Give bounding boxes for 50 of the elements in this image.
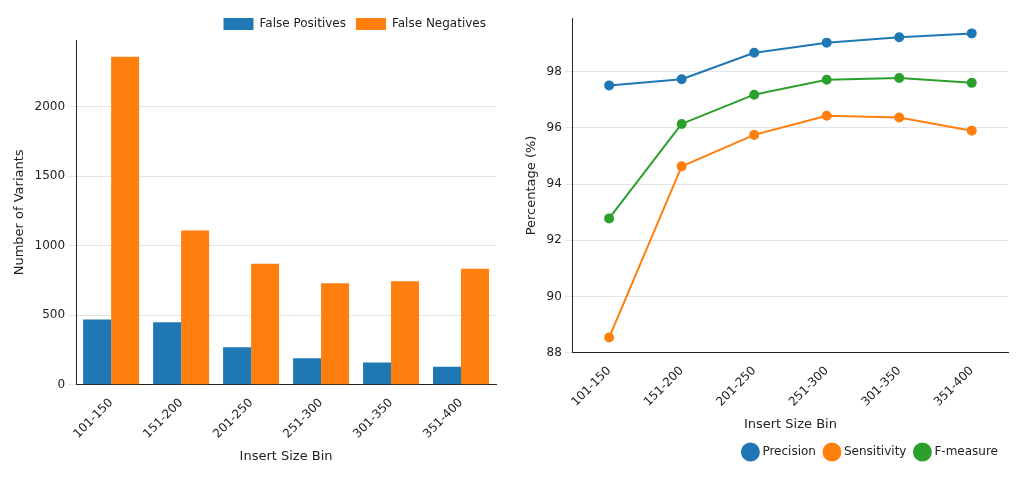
point	[676, 118, 687, 129]
point	[676, 74, 687, 85]
bar	[181, 230, 210, 385]
bar	[111, 56, 140, 385]
point	[749, 89, 760, 100]
y-tick-label: 96	[546, 119, 562, 134]
y-tick-label: 1500	[34, 168, 66, 183]
y-tick-label: 1000	[34, 237, 66, 252]
legend-label: Precision	[762, 444, 816, 459]
point	[894, 112, 905, 123]
bar	[293, 358, 322, 385]
point	[676, 161, 687, 172]
point	[966, 77, 977, 88]
y-tick-label: 500	[42, 307, 66, 322]
point	[894, 32, 905, 43]
point	[749, 129, 760, 140]
y-tick-label: 0	[57, 376, 66, 391]
bar	[363, 362, 392, 385]
point	[894, 73, 905, 84]
legend-label: F-measure	[934, 444, 999, 459]
point	[604, 332, 615, 343]
bar	[391, 281, 420, 385]
bar	[153, 322, 182, 385]
x-axis-title: Insert Size Bin	[239, 447, 333, 463]
y-tick-label: 88	[546, 344, 562, 359]
y-tick-label: 2000	[34, 98, 66, 113]
bar	[251, 263, 280, 385]
y-tick-label: 94	[546, 176, 562, 191]
bar	[321, 283, 350, 385]
point	[821, 74, 832, 85]
legend-label: Sensitivity	[843, 444, 907, 459]
bar	[433, 366, 462, 385]
y-tick-label: 98	[546, 63, 562, 78]
point	[966, 125, 977, 136]
point	[604, 80, 615, 91]
x-axis-title: Insert Size Bin	[743, 415, 837, 431]
point	[821, 37, 832, 48]
y-axis-title: Number of Variants	[11, 149, 27, 276]
y-tick-label: 92	[546, 232, 562, 247]
point	[821, 110, 832, 121]
legend-label: False Positives	[259, 16, 346, 31]
point	[604, 213, 615, 224]
point	[966, 28, 977, 39]
point	[749, 47, 760, 58]
bar	[223, 347, 252, 385]
bar	[461, 268, 489, 385]
legend-label: False Negatives	[391, 16, 486, 31]
bar	[83, 319, 112, 385]
y-tick-label: 90	[546, 288, 562, 303]
y-axis-title: Percentage (%)	[523, 135, 539, 236]
